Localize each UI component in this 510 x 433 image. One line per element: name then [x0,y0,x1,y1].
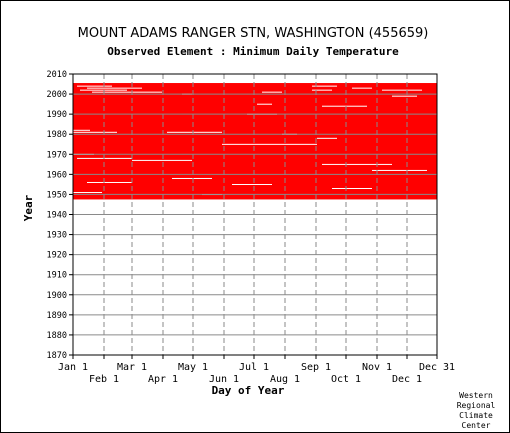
y-tick-label: 1980 [47,130,67,140]
missing-data-gap [77,85,112,87]
x-tick-label: Dec 1 [392,374,422,385]
missing-data-gap [73,131,117,133]
y-tick-label: 1970 [47,150,67,160]
missing-data-gap [317,137,337,139]
missing-data-gap [322,163,392,165]
axis-ticks: 2010 2000 1990 1980 1970 1960 1950 1940 1930 1920… [47,70,456,385]
y-tick-label: 1870 [47,351,67,361]
x-tick-label: Nov 1 [362,362,392,373]
y-tick-label: 1930 [47,231,67,241]
plot-border [72,73,438,356]
y-tick-label: 2000 [47,90,67,100]
y-tick-label: 1940 [47,211,67,221]
y-tick-label: 1890 [47,311,67,321]
missing-data-gap [392,95,417,97]
observed-data-band [73,83,437,200]
y-tick-label: 1950 [47,190,67,200]
missing-data-gap [87,181,132,183]
credit-line-1: Western [459,391,493,400]
x-tick-label: Jul 1 [239,362,269,373]
credit-line-3: Climate [459,411,493,420]
credit-line-2: Regional [457,401,496,410]
y-axis-label: Year [22,194,35,221]
x-tick-label: Feb 1 [89,374,119,385]
missing-data-gap [312,89,332,91]
missing-data-gap [382,89,422,91]
missing-data-gap [262,91,282,93]
missing-data-gap [352,87,372,89]
chart-title: MOUNT ADAMS RANGER STN, WASHINGTON (4556… [78,26,429,41]
missing-data-gap [92,91,162,93]
missing-data-gap [167,131,222,133]
missing-data-gap [372,169,427,171]
missing-data-gap [132,159,192,161]
missing-data-gap [257,103,272,105]
x-tick-label: Jun 1 [209,374,239,385]
x-tick-label: Dec 31 [419,362,455,373]
x-tick-label: Jan 1 [58,362,88,373]
y-tick-label: 1880 [47,331,67,341]
x-tick-label: Sep 1 [301,362,331,373]
missing-data-gap [312,85,337,87]
credit-block: Western Regional Climate Center [457,391,496,430]
x-tick-label: Apr 1 [148,374,178,385]
x-tick-label: Aug 1 [270,374,300,385]
missing-data-gap [222,143,317,145]
y-tick-label: 1990 [47,110,67,120]
y-tick-label: 1910 [47,271,67,281]
missing-data-gap [232,183,272,185]
missing-data-gap [87,87,142,89]
chart-subtitle: Observed Element : Minimum Daily Tempera… [107,45,399,58]
y-tick-label: 1960 [47,170,67,180]
missing-data-gap [332,188,372,190]
y-tick-label: 2010 [47,70,67,80]
missing-data-gap [73,129,90,131]
missing-data-gap [73,192,102,194]
credit-line-4: Center [462,421,491,430]
x-tick-label: Mar 1 [117,362,147,373]
y-tick-label: 1920 [47,251,67,261]
x-tick-label: Oct 1 [331,374,361,385]
y-tick-label: 1900 [47,291,67,301]
missing-data-gap [322,105,367,107]
missing-data-gap [172,177,212,179]
x-axis-label: Day of Year [212,384,285,397]
grid-lines [73,73,437,356]
x-tick-label: May 1 [178,362,208,373]
